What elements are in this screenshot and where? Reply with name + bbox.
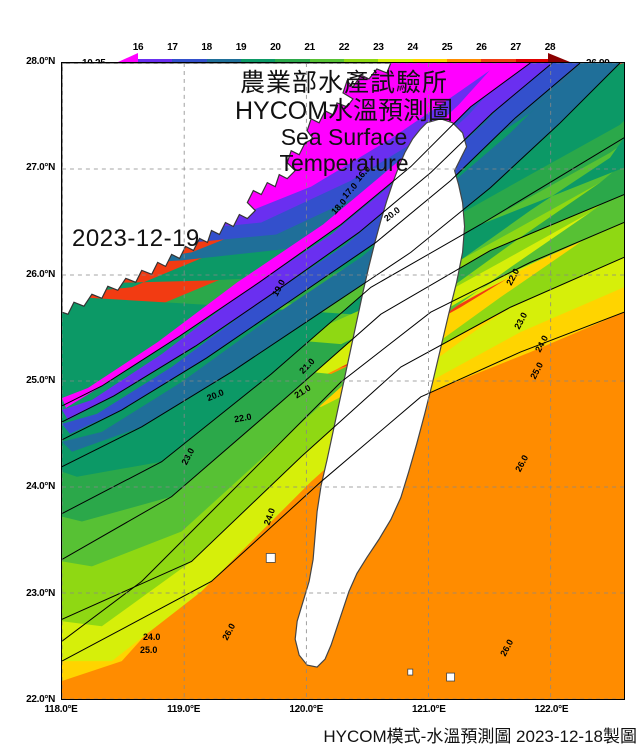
- colorbar-tick-20: 20: [270, 42, 281, 53]
- band-23: [62, 167, 624, 622]
- colorbar-tick-labels: 16 17 18 19 20 21 22 23 24 25 26 27 28: [133, 42, 556, 56]
- contour-label-25.0-17: 25.0: [140, 645, 157, 655]
- lat-tick-28: 28.0°N: [26, 56, 55, 67]
- band-22b: [62, 212, 624, 627]
- colorbar-tick-23: 23: [373, 42, 384, 53]
- mainland-china: [62, 63, 392, 315]
- penghu-island: [265, 553, 276, 563]
- band-20b: [62, 162, 624, 522]
- sst-map: 16.017.018.0 20.019.021.020.022.021.022.0…: [62, 63, 624, 699]
- lat-tick-27: 27.0°N: [26, 162, 55, 174]
- forecast-date: 2023-12-19: [72, 225, 200, 252]
- colorbar-tick-21: 21: [304, 42, 315, 53]
- colorbar-tick-18: 18: [201, 42, 212, 53]
- contour-label-22.0-7: 22.0: [233, 411, 252, 424]
- colorbar-tick-25: 25: [441, 42, 453, 53]
- colorbar-tick-24: 24: [407, 42, 418, 53]
- colorbar-tick-17: 17: [167, 42, 178, 53]
- lat-tick-23: 23.0°N: [26, 587, 55, 599]
- lanyu-island: [446, 672, 456, 682]
- lon-tick-118: 118.0°E: [44, 704, 78, 715]
- band-16: [62, 63, 523, 392]
- band-18b: [62, 63, 621, 452]
- lat-tick-24: 24.0°N: [26, 481, 55, 493]
- gridlines: [62, 63, 624, 699]
- lon-tick-119: 119.0°E: [167, 704, 201, 715]
- lat-tick-22: 22.0°N: [26, 694, 55, 705]
- lat-tick-26: 26.0°N: [26, 268, 55, 280]
- lat-tick-25: 25.0°N: [26, 375, 55, 386]
- chart-footer-caption: HYCOM模式-水溫預測圖 2023-12-18製圖: [323, 727, 637, 746]
- taiwan-island: [294, 118, 468, 668]
- lon-tick-120: 120.0°E: [289, 704, 323, 715]
- colorbar-tick-27: 27: [510, 42, 521, 53]
- colorbar-tick-26: 26: [476, 42, 487, 53]
- colorbar-tick-19: 19: [235, 42, 247, 53]
- map-plot-area: 16.0 17.0 18.0 20.0 19.0 21.0 20.0 22.0 21.0 22.0…: [61, 62, 625, 700]
- contour-label-24.0-16: 24.0: [143, 632, 160, 642]
- colorbar-tick-22: 22: [338, 42, 350, 53]
- contour-lines: [62, 63, 624, 662]
- colorbar-tick-16: 16: [132, 42, 144, 53]
- colorbar-tick-28: 28: [544, 42, 556, 53]
- band-22: [62, 142, 624, 582]
- green-island: [407, 668, 414, 676]
- lon-tick-121: 121.0°E: [412, 704, 446, 715]
- band-19b: [62, 137, 624, 477]
- lon-tick-122: 122.0°E: [534, 704, 569, 715]
- band-21b: [62, 187, 624, 567]
